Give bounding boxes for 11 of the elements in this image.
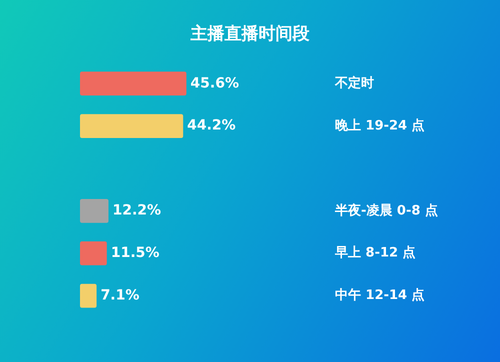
- data-label: 11.5%: [110, 244, 160, 261]
- text: 主播直播时间段: [190, 23, 310, 45]
- y-tick-label: 晚上 19-24 点: [335, 117, 425, 134]
- y-tick-label: 早上 8-12 点: [334, 244, 416, 261]
- data-label: 12.2%: [112, 202, 162, 219]
- data-label: 45.6%: [190, 75, 239, 92]
- data-label: 7.1%: [100, 287, 140, 304]
- y-tick-label: 中午 12-14 点: [335, 287, 425, 304]
- data-label: 44.2%: [187, 118, 236, 134]
- y-tick-label: 不定时: [334, 74, 374, 91]
- y-tick-label: 半夜-凌晨 0-8 点: [334, 202, 438, 218]
